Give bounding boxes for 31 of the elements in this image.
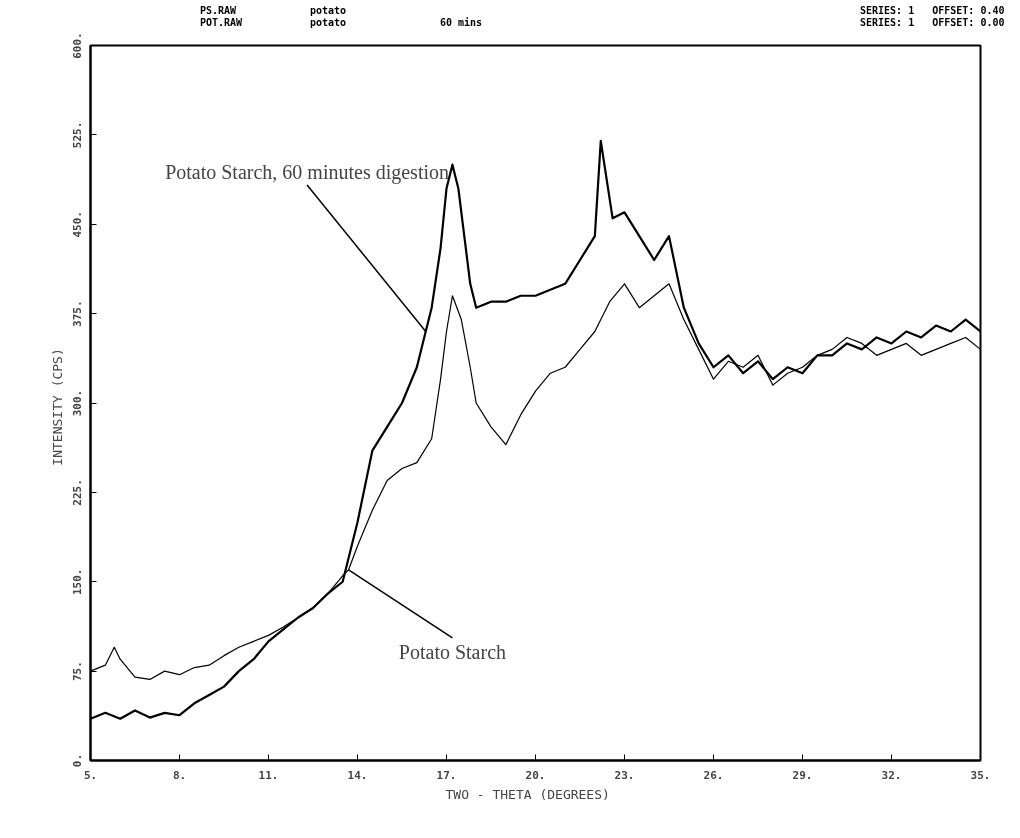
y-tick-label: 225. (70, 479, 84, 506)
text: potato (310, 16, 347, 30)
x-axis-title: TWO - THETA (DEGREES) (445, 786, 610, 802)
x-tick-label: 14. (347, 768, 368, 782)
y-tick-label: 375. (70, 300, 84, 327)
y-axis-title: INTENSITY (CPS) (49, 348, 65, 466)
text: POT.RAW (200, 16, 243, 30)
y-tick-label: 450. (70, 211, 84, 238)
y-tick-label: 525. (70, 121, 84, 149)
y-tick-label: 600. (70, 32, 84, 59)
annotation: Potato Starch (398, 641, 507, 664)
text: 60 mins (440, 16, 483, 30)
text: potato (310, 4, 347, 18)
x-tick-label: 26. (703, 768, 724, 782)
text: PS.RAW (200, 4, 237, 18)
x-tick-label: 32. (881, 768, 902, 782)
x-tick-label: 5. (83, 768, 98, 782)
text: SERIES: 1 OFFSET: 0.00 (860, 16, 1005, 30)
x-tick-label: 11. (258, 768, 279, 782)
y-tick-label: 300. (70, 389, 84, 417)
x-tick-label: 20. (525, 768, 546, 782)
x-tick-label: 29. (792, 768, 813, 782)
y-tick-label: 75. (70, 661, 84, 682)
text: SERIES: 1 OFFSET: 0.40 (860, 4, 1005, 18)
x-tick-label: 35. (970, 768, 991, 782)
y-tick-label: 150. (70, 568, 84, 595)
x-tick-label: 8. (172, 768, 187, 782)
x-tick-label: 17. (436, 768, 457, 782)
x-tick-label: 23. (614, 768, 635, 782)
annotation: Potato Starch, 60 minutes digestion (165, 160, 450, 184)
y-tick-label: 0. (70, 753, 84, 768)
